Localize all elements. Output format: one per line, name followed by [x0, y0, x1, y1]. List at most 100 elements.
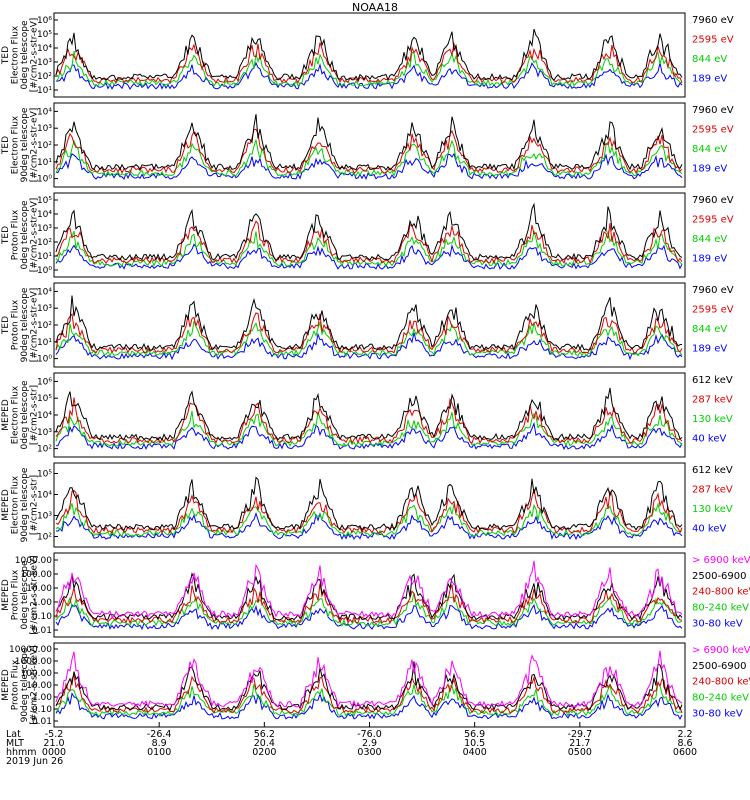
series-line	[55, 476, 683, 532]
legend-entry: 40 keV	[692, 434, 726, 445]
series-line	[55, 502, 683, 538]
legend-entry: > 6900 keV	[692, 555, 750, 566]
series-line	[55, 202, 683, 262]
y-tick-label: 10⁶	[37, 377, 52, 387]
x-tick-hhmm: 0400	[463, 747, 487, 758]
panel-frame	[53, 552, 686, 638]
legend-entry: 7960 eV	[692, 285, 734, 296]
x-tick-hhmm: 0200	[252, 747, 276, 758]
series-line	[55, 397, 683, 445]
y-axis-label: TEDProton Flux0deg telescope[#/cm2-s-str…	[1, 198, 40, 273]
series-line	[55, 512, 683, 541]
legend-entry: 612 keV	[692, 375, 733, 386]
series-line	[55, 661, 683, 711]
legend-entry: 240-800 keV	[692, 587, 750, 598]
legend-entry: > 6900 keV	[692, 645, 750, 656]
series-line	[55, 139, 683, 177]
y-tick-label: 10⁰	[37, 175, 52, 185]
series-line	[55, 320, 683, 358]
legend-entry: 30-80 keV	[692, 708, 743, 719]
x-tick-lat: 56.9	[464, 729, 485, 740]
y-tick-label: 0.10	[32, 705, 52, 715]
y-tick-label: 10⁴	[37, 411, 52, 421]
series-line	[55, 220, 683, 265]
date-label: 2019 Jun 26	[6, 756, 63, 767]
y-tick-label: 10⁴	[37, 491, 52, 501]
legend-entry: 844 eV	[692, 234, 727, 245]
x-tick-lat: -5.2	[45, 729, 64, 740]
series-line	[56, 61, 683, 91]
legend-entry: 7960 eV	[692, 15, 734, 26]
y-tick-label: 10⁴	[37, 44, 52, 54]
y-tick-label: 10⁵	[37, 196, 52, 206]
series-line	[55, 312, 683, 354]
series-line	[55, 114, 683, 172]
legend-entry: 7960 eV	[692, 105, 734, 116]
y-tick-label: 10⁴	[37, 287, 52, 297]
legend-entry: 2595 eV	[692, 305, 734, 316]
series-line	[55, 421, 683, 451]
x-row-label: hhmm	[6, 747, 37, 758]
legend-entry: 240-800 keV	[692, 677, 750, 688]
y-tick-label: 10⁰	[37, 355, 52, 365]
y-tick-label: 10³	[37, 512, 52, 522]
series-line	[55, 560, 683, 618]
series-line	[55, 243, 683, 270]
series-line	[55, 230, 683, 268]
y-tick-label: 10⁰	[37, 266, 52, 276]
legend-entry: 189 eV	[692, 74, 727, 85]
legend-entry: 189 eV	[692, 164, 727, 175]
legend-entry: 189 eV	[692, 344, 727, 355]
x-tick-hhmm: 0500	[568, 747, 592, 758]
x-tick-lat: -29.7	[568, 729, 593, 740]
series-line	[55, 41, 683, 84]
y-tick-label: 10¹	[37, 252, 52, 262]
y-tick-label: 10⁵	[37, 394, 52, 404]
legend-entry: 130 keV	[692, 504, 733, 515]
legend-entry: 2595 eV	[692, 125, 734, 136]
x-tick-lat: -26.4	[147, 729, 172, 740]
y-tick-label: 10³	[37, 58, 52, 68]
legend-entry: 287 keV	[692, 485, 733, 496]
x-tick-hhmm: 0100	[147, 747, 171, 758]
y-axis-label: MEPEDElectron Flux90deg telescope[#/cm2-…	[1, 467, 40, 542]
y-axis-label: TEDElectron Flux90deg telescope[#/cm2-s-…	[1, 107, 40, 182]
chart-title: NOAA18	[351, 1, 399, 14]
x-tick-hhmm: 0000	[42, 747, 66, 758]
y-tick-label: 10.00	[26, 584, 52, 594]
y-tick-label: 1000.00	[15, 657, 52, 667]
y-axis-label: TEDProton Flux90deg telescope[#/cm2-s-st…	[1, 287, 40, 362]
x-row-label: Lat	[6, 729, 21, 740]
legend-entry: 2500-6900	[692, 571, 747, 582]
y-tick-label: 10.00	[26, 681, 52, 691]
legend-entry: 130 keV	[692, 414, 733, 425]
x-tick-lat: 2.2	[677, 729, 692, 740]
y-axis-label: MEPEDProton Flux90deg telescope[#/cm2-s-…	[1, 645, 40, 724]
y-tick-label: 10²	[37, 238, 52, 248]
y-tick-label: 100.00	[21, 669, 53, 679]
legend-entry: 80-240 keV	[692, 693, 749, 704]
x-tick-lat: 56.2	[254, 729, 275, 740]
legend-entry: 844 eV	[692, 324, 727, 335]
y-tick-label: 10⁶	[37, 16, 52, 26]
x-tick-hhmm: 0300	[357, 747, 381, 758]
y-tick-label: 10³	[37, 428, 52, 438]
series-line	[55, 28, 683, 82]
y-tick-label: 1.00	[32, 598, 52, 608]
y-tick-label: 10⁵	[37, 30, 52, 40]
y-tick-label: 10³	[37, 124, 52, 134]
x-tick-hhmm: 0600	[673, 747, 697, 758]
series-line	[55, 681, 683, 718]
series-line	[55, 332, 683, 361]
y-tick-label: 10¹	[37, 338, 52, 348]
x-tick-mlt: 21.0	[43, 738, 64, 749]
x-tick-lat: -76.0	[357, 729, 382, 740]
x-tick-mlt: 21.7	[569, 738, 590, 749]
legend-entry: 2595 eV	[692, 35, 734, 46]
x-tick-mlt: 8.6	[677, 738, 692, 749]
legend-entry: 189 eV	[692, 254, 727, 265]
x-tick-mlt: 8.9	[152, 738, 167, 749]
series-line	[55, 650, 683, 709]
legend-entry: 844 eV	[692, 54, 727, 65]
y-tick-label: 10²	[37, 141, 52, 151]
